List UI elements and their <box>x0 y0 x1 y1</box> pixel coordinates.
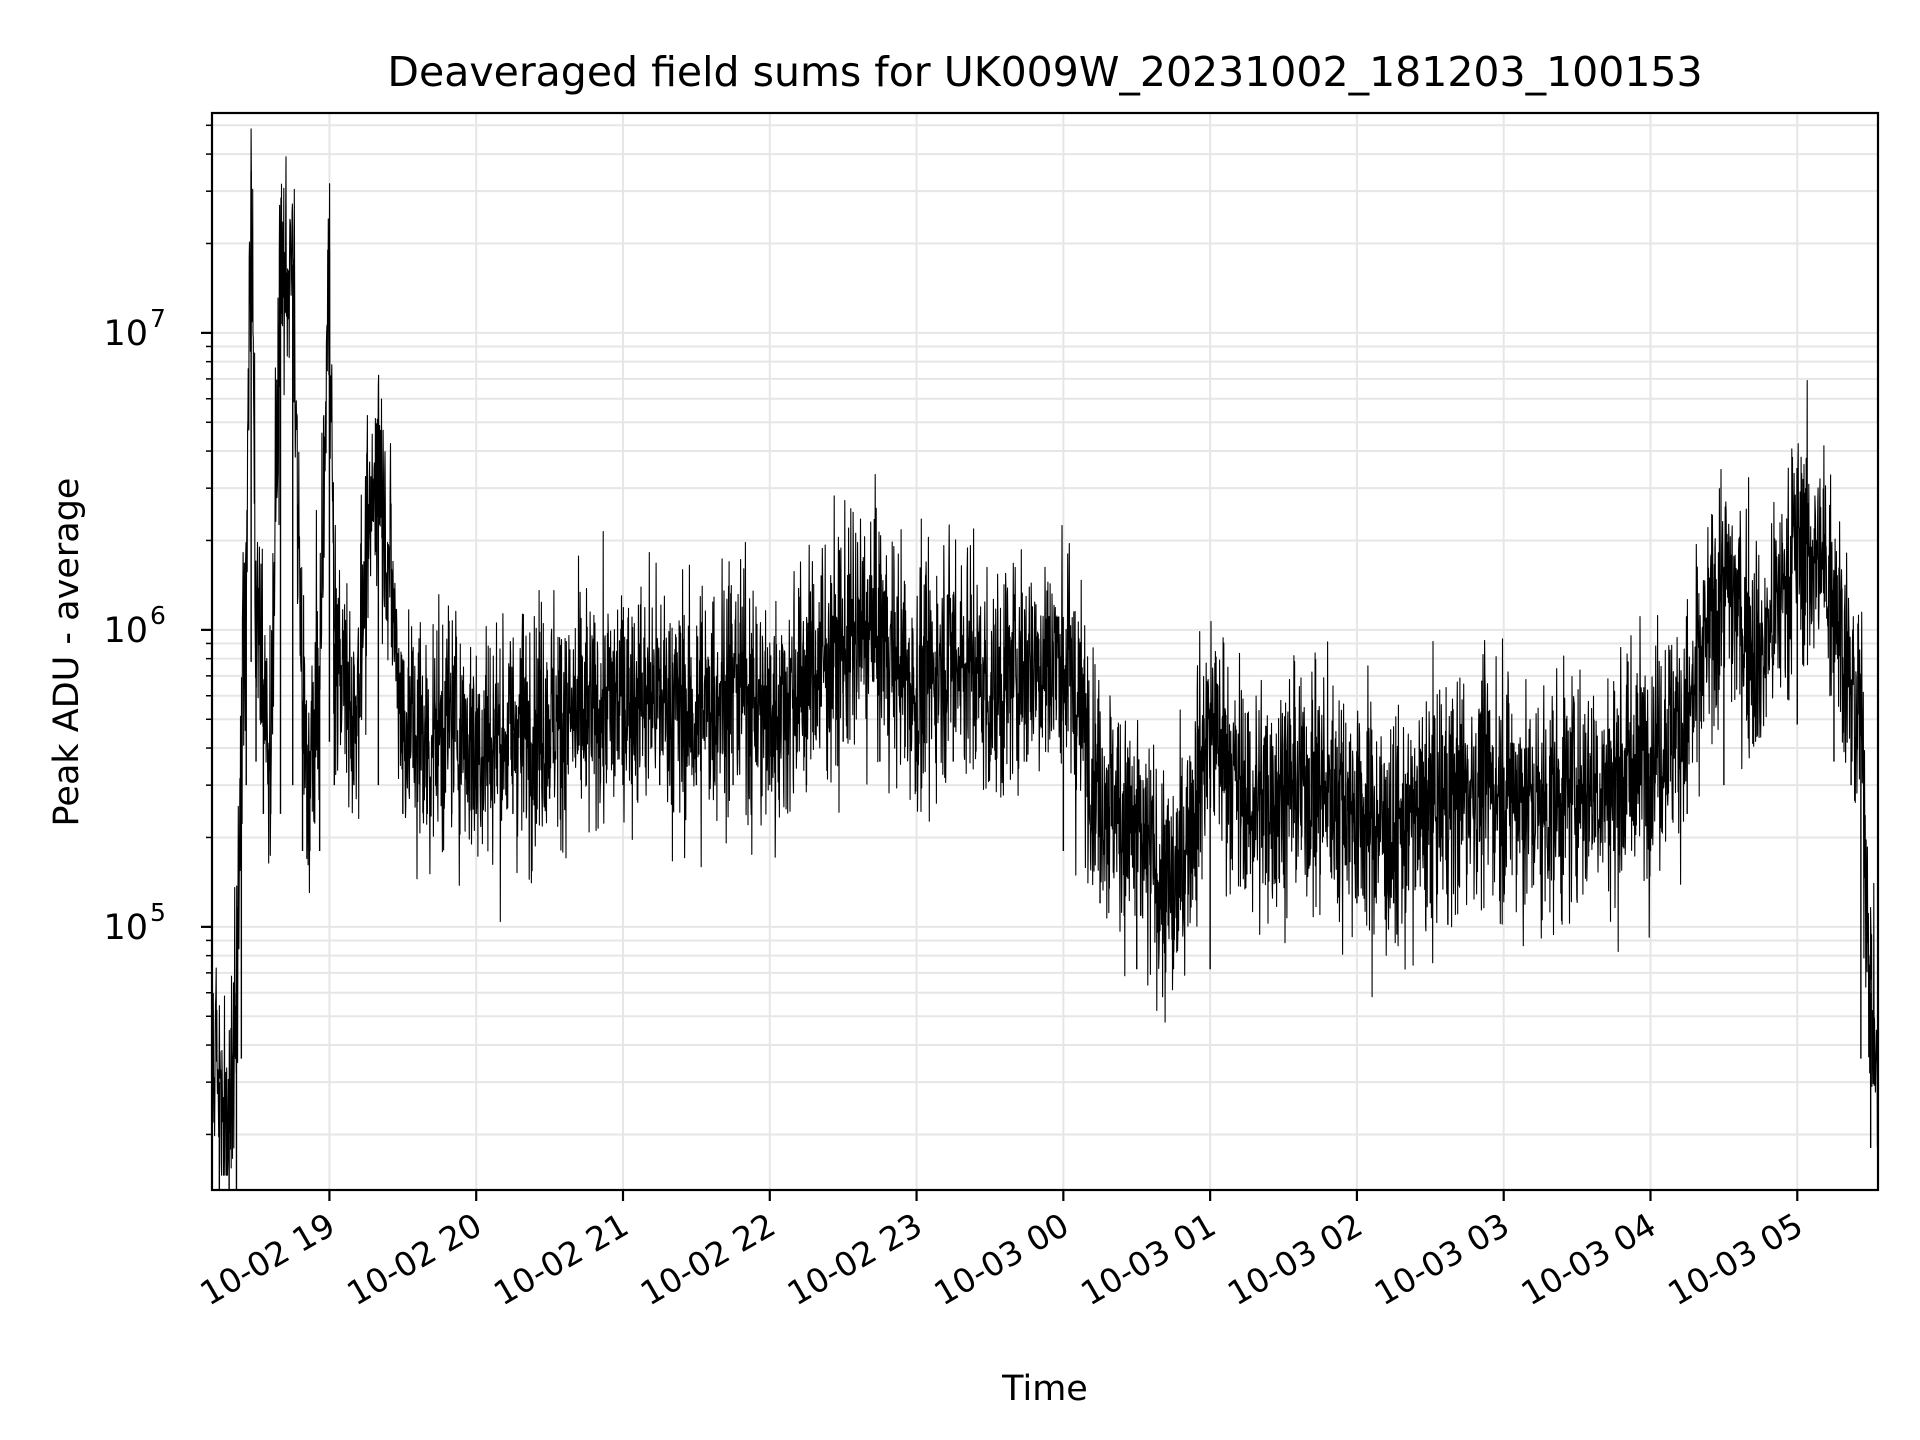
y-tick-label: 10 <box>103 314 148 354</box>
y-tick-label: 10 <box>103 908 148 948</box>
series-noise-trace <box>211 128 1879 1176</box>
series-layer <box>211 128 1879 1190</box>
y-axis-label: Peak ADU - average <box>47 478 87 827</box>
plot-frame <box>210 111 1880 1192</box>
y-tick-exponent: 5 <box>150 898 166 927</box>
chart-title: Deaveraged field sums for UK009W_2023100… <box>387 48 1702 96</box>
y-tick-label: 10 <box>103 611 148 651</box>
y-tick-exponent: 7 <box>150 304 166 333</box>
y-tick-exponent: 6 <box>150 601 166 630</box>
x-axis-label: Time <box>1001 1369 1088 1409</box>
